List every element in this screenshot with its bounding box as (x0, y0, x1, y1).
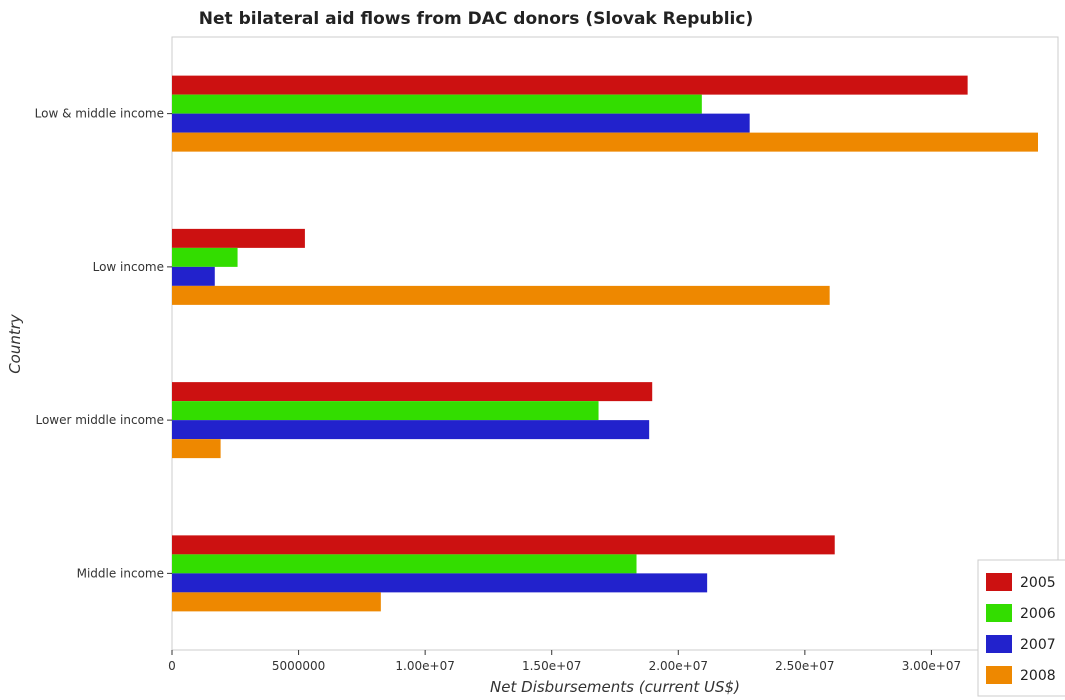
bar-2006-lower-middle-income (172, 401, 599, 421)
bar-2007-lower-middle-income (172, 420, 650, 440)
legend-label-2007: 2007 (1020, 637, 1056, 653)
legend-swatch-2006 (986, 604, 1012, 622)
y-tick-label: Middle income (77, 566, 164, 580)
bar-2008-middle-income (172, 592, 381, 612)
chart-title: Net bilateral aid flows from DAC donors … (199, 9, 753, 29)
bar-2006-low-middle-income (172, 94, 702, 114)
plot-area: Low & middle income Low income Lower middl… (35, 36, 1065, 673)
bar-2005-lower-middle-income (172, 382, 653, 402)
y-tick-label: Lower middle income (35, 413, 164, 427)
legend-swatch-2008 (986, 666, 1012, 684)
bar-2005-middle-income (172, 535, 835, 555)
x-tick-label: 2.00e+07 (649, 659, 708, 673)
bar-2008-lower-middle-income (172, 439, 221, 459)
x-tick-label: 0 (168, 659, 176, 673)
bar-2008-low-middle-income (172, 132, 1039, 152)
legend: 2005 2006 2007 2008 (977, 559, 1065, 697)
bar-2005-low-income (172, 228, 305, 248)
bar-2007-middle-income (172, 573, 708, 593)
x-tick-label: 1.50e+07 (522, 659, 581, 673)
x-axis-label: Net Disbursements (current US$) (490, 678, 740, 696)
legend-label-2006: 2006 (1020, 606, 1056, 622)
y-axis-label: Country (6, 313, 24, 374)
bar-2006-middle-income (172, 554, 637, 574)
legend-items: 2005 2006 2007 2008 (986, 573, 1056, 684)
bar-2007-low-middle-income (172, 113, 750, 133)
x-tick-label: 1.00e+07 (395, 659, 454, 673)
legend-swatch-2007 (986, 635, 1012, 653)
x-tick-label: 3.00e+07 (902, 659, 961, 673)
bar-2007-low-income (172, 266, 215, 286)
category-labels: Low & middle income Low income Lower middl… (35, 107, 172, 580)
y-tick-label: Low income (93, 260, 164, 274)
bar-2005-low-middle-income (172, 75, 968, 95)
bar-2008-low-income (172, 285, 830, 305)
y-tick-label: Low & middle income (35, 107, 164, 121)
x-tick-label: 5000000 (272, 659, 325, 673)
bars (172, 75, 1039, 612)
x-tick-label: 2.50e+07 (775, 659, 834, 673)
legend-swatch-2005 (986, 573, 1012, 591)
bar-2006-low-income (172, 247, 238, 267)
legend-label-2008: 2008 (1020, 668, 1056, 684)
legend-label-2005: 2005 (1020, 575, 1056, 591)
